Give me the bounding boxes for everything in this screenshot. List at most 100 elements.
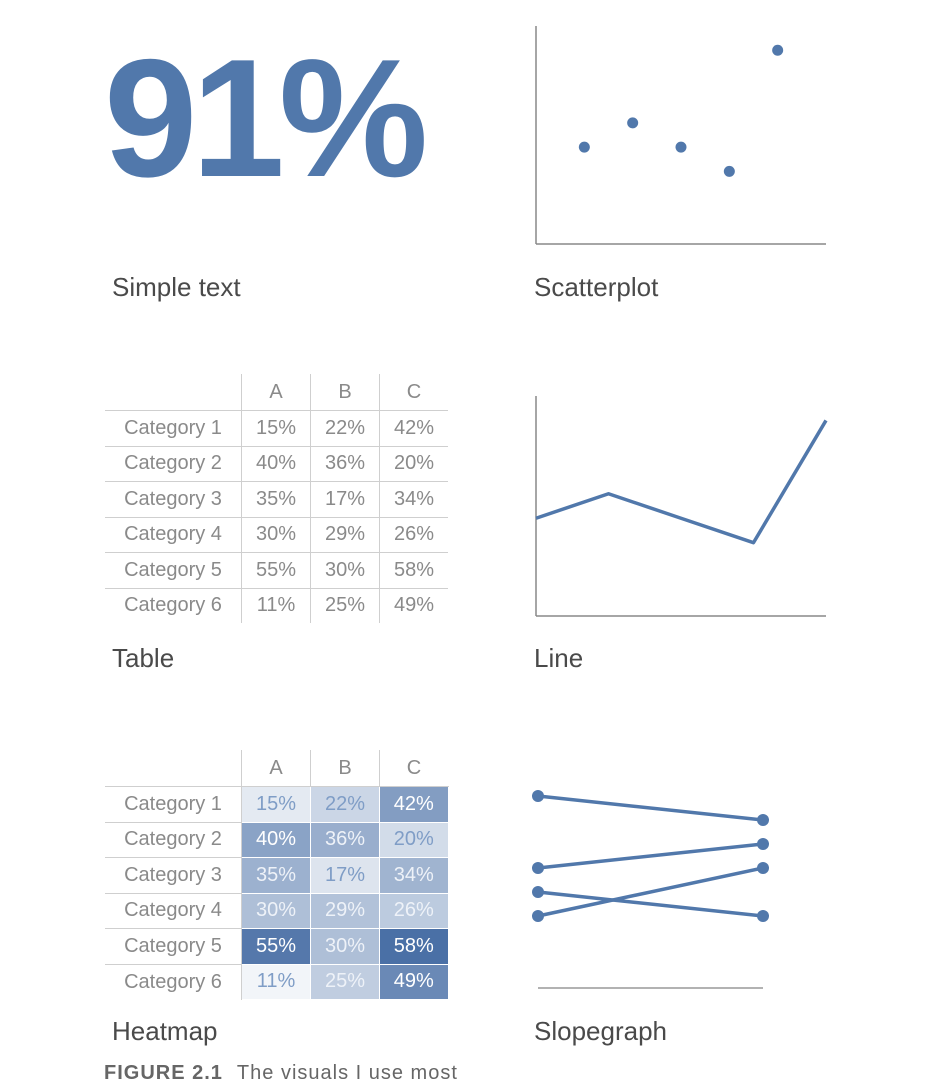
caption-simple-text: Simple text bbox=[112, 272, 241, 302]
scatter-point bbox=[627, 117, 639, 129]
scatter-point bbox=[675, 141, 687, 153]
heatmap-cell: 11% bbox=[241, 963, 311, 1000]
heatmap-cell: 20% bbox=[379, 821, 449, 858]
scatter-point bbox=[772, 44, 784, 56]
heatmap-cell: 40% bbox=[241, 821, 311, 858]
heatmap-cell: 22% bbox=[310, 786, 380, 823]
slope-start-point bbox=[532, 862, 544, 874]
table-corner-cell bbox=[105, 750, 242, 787]
row-label: Category 5 bbox=[105, 552, 242, 589]
column-header: C bbox=[379, 374, 448, 411]
table-cell: 55% bbox=[241, 552, 311, 589]
table-row: Category 4 30% 29% 26% bbox=[105, 892, 449, 929]
heatmap-cell: 25% bbox=[310, 963, 380, 1000]
row-label: Category 1 bbox=[105, 410, 242, 447]
table-row: Category 4 30% 29% 26% bbox=[105, 517, 448, 553]
heatmap-cell: 55% bbox=[241, 928, 311, 965]
heatmap-cell: 36% bbox=[310, 821, 380, 858]
row-label: Category 3 bbox=[105, 481, 242, 518]
slope-line bbox=[537, 794, 764, 822]
figure-text: The visuals I use most bbox=[236, 1062, 458, 1084]
caption-line: Line bbox=[534, 643, 584, 673]
heatmap-cell: 26% bbox=[379, 892, 449, 929]
slope-end-point bbox=[757, 838, 769, 850]
heatmap-cell: 34% bbox=[379, 857, 449, 894]
slope-line bbox=[537, 866, 764, 918]
table-cell: 58% bbox=[379, 552, 448, 589]
table-cell: 35% bbox=[241, 481, 311, 518]
column-header: A bbox=[241, 750, 311, 787]
slope-end-point bbox=[757, 814, 769, 826]
heatmap-cell: 30% bbox=[241, 892, 311, 929]
table-cell: 42% bbox=[379, 410, 448, 447]
heatmap-cell: 15% bbox=[241, 786, 311, 823]
caption-table: Table bbox=[112, 643, 175, 673]
caption-slopegraph: Slopegraph bbox=[534, 1016, 667, 1046]
heatmap-cell: 58% bbox=[379, 928, 449, 965]
heatmap-cell: 29% bbox=[310, 892, 380, 929]
slope-line bbox=[537, 890, 764, 918]
table-row: Category 1 15% 22% 42% bbox=[105, 786, 449, 823]
heatmap-cell: 42% bbox=[379, 786, 449, 823]
table-cell: 22% bbox=[310, 410, 380, 447]
row-label: Category 3 bbox=[105, 857, 242, 894]
table-row: Category 6 11% 25% 49% bbox=[105, 588, 448, 623]
table-row: Category 6 11% 25% 49% bbox=[105, 963, 449, 1000]
slope-start-point bbox=[532, 886, 544, 898]
row-label: Category 1 bbox=[105, 786, 242, 823]
row-label: Category 2 bbox=[105, 446, 242, 482]
line-chart bbox=[535, 396, 828, 617]
slope-start-point bbox=[532, 790, 544, 802]
slope-end-point bbox=[757, 862, 769, 874]
slope-end-point bbox=[757, 910, 769, 922]
big-number: 91% bbox=[104, 24, 428, 212]
table-cell: 29% bbox=[310, 517, 380, 553]
table-cell: 25% bbox=[310, 588, 380, 623]
table-cell: 11% bbox=[241, 588, 311, 623]
figure-label: FIGURE 2.1 bbox=[104, 1062, 223, 1084]
table-cell: 34% bbox=[379, 481, 448, 518]
caption-heatmap: Heatmap bbox=[112, 1016, 218, 1046]
table-row: Category 5 55% 30% 58% bbox=[105, 928, 449, 965]
table-cell: 20% bbox=[379, 446, 448, 482]
table-row: Category 2 40% 36% 20% bbox=[105, 821, 449, 858]
table-row: Category 1 15% 22% 42% bbox=[105, 410, 448, 447]
table-cell: 30% bbox=[241, 517, 311, 553]
caption-scatterplot: Scatterplot bbox=[534, 272, 659, 302]
scatter-point bbox=[578, 141, 590, 153]
heatmap-cell: 30% bbox=[310, 928, 380, 965]
slopegraph-chart bbox=[532, 790, 769, 989]
table-cell: 26% bbox=[379, 517, 448, 553]
heatmap-cell: 17% bbox=[310, 857, 380, 894]
row-label: Category 5 bbox=[105, 928, 242, 965]
row-label: Category 2 bbox=[105, 822, 242, 858]
slope-line bbox=[537, 842, 764, 870]
figure-caption: FIGURE 2.1 The visuals I use most bbox=[104, 1062, 458, 1085]
heatmap-cell: 35% bbox=[241, 857, 311, 894]
table-row: Category 3 35% 17% 34% bbox=[105, 481, 448, 518]
row-label: Category 4 bbox=[105, 517, 242, 553]
row-label: Category 6 bbox=[105, 964, 242, 1000]
line-series bbox=[535, 419, 828, 545]
table-cell: 49% bbox=[393, 594, 435, 617]
table-cell: 15% bbox=[241, 410, 311, 447]
scatterplot-chart bbox=[535, 26, 826, 245]
column-header: B bbox=[310, 750, 380, 787]
column-header: B bbox=[310, 374, 380, 411]
row-label: Category 6 bbox=[105, 588, 242, 623]
table-cell: 17% bbox=[310, 481, 380, 518]
slope-start-point bbox=[532, 910, 544, 922]
heatmap-cell: 49% bbox=[379, 963, 449, 1000]
scatter-point bbox=[723, 165, 735, 177]
table-corner-cell bbox=[105, 374, 242, 411]
table-cell: 40% bbox=[241, 446, 311, 482]
heatmap-table: A B C Category 1 15% 22% 42% Category 2 40% 36% 20… bbox=[105, 750, 449, 1000]
table-cell: 30% bbox=[310, 552, 380, 589]
data-table: A B C Category 1 15% 22% 42% Category 2 40% 36% 20… bbox=[105, 374, 448, 623]
row-label: Category 4 bbox=[105, 893, 242, 929]
column-header: A bbox=[241, 374, 311, 411]
table-row: Category 2 40% 36% 20% bbox=[105, 446, 448, 482]
table-cell: 36% bbox=[310, 446, 380, 482]
